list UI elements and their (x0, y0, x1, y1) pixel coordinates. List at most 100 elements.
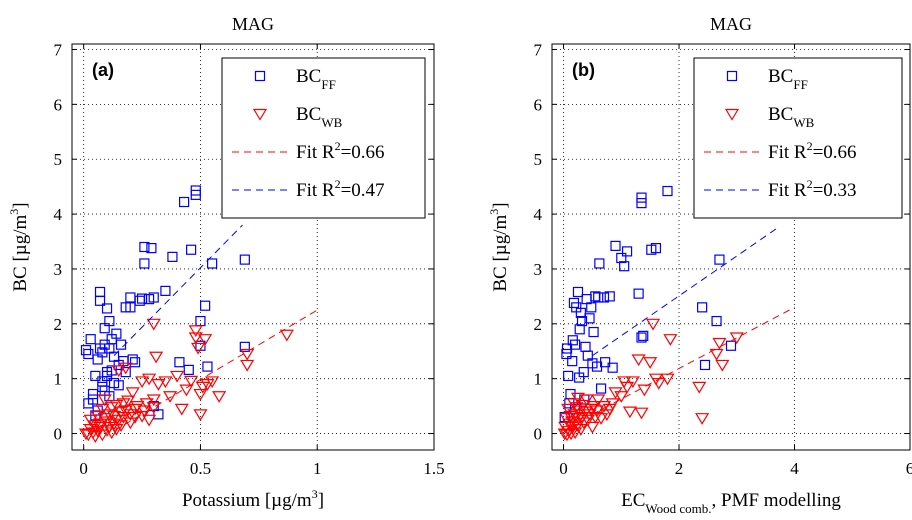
ff-point (139, 241, 150, 253)
series-bc-ff (80, 185, 250, 421)
legend-item: BCWB (724, 104, 815, 130)
ff-point (619, 261, 630, 272)
wb-point (637, 384, 652, 397)
ff-point (113, 380, 124, 391)
x-axis-label: ECWood comb., PMF modelling (621, 490, 841, 516)
fit-line-bc-wb (113, 309, 318, 432)
ff-point (586, 302, 597, 313)
ff-point (83, 348, 94, 360)
legend-label: BCWB (768, 104, 815, 130)
wb-point (188, 325, 203, 338)
ff-point (569, 339, 581, 350)
ff-point (94, 286, 106, 298)
wb-point (279, 329, 294, 342)
ff-point (610, 240, 621, 252)
ff-point (200, 300, 211, 311)
ff-point (574, 324, 585, 335)
wb-point (146, 402, 161, 414)
data-layer (78, 185, 318, 443)
y-tick-label: 3 (534, 260, 543, 279)
ff-point (136, 293, 148, 304)
ff-point (598, 292, 610, 303)
legend-item: BCFF (254, 66, 336, 92)
ff-point (146, 242, 157, 254)
ff-point (101, 303, 113, 314)
chart-title: MAG (710, 14, 752, 34)
wb-point (692, 381, 707, 394)
ff-point (636, 198, 647, 209)
data-layer (557, 185, 795, 442)
legend-label: BCWB (296, 104, 343, 130)
fit-line-bc-ff (592, 225, 781, 357)
y-tick-label: 4 (534, 205, 543, 224)
y-tick-label: 0 (54, 425, 63, 444)
ff-point (104, 315, 115, 327)
y-tick-label: 1 (534, 370, 543, 389)
wb-point (163, 391, 178, 403)
series-bc-wb (78, 318, 294, 443)
ff-point (179, 196, 190, 208)
ff-point (80, 345, 92, 356)
ff-point (699, 359, 711, 371)
legend-item: Fit R2=0.66 (704, 139, 857, 163)
legend-triangle-icon (724, 108, 740, 121)
ff-point (650, 242, 662, 254)
ff-point (575, 307, 586, 318)
ff-point (97, 347, 108, 358)
wb-point (146, 394, 161, 407)
ff-point (584, 313, 595, 324)
wb-point (142, 414, 157, 427)
wb-point (111, 365, 126, 378)
y-tick-label: 4 (54, 205, 63, 224)
ff-point (90, 370, 101, 382)
wb-point (198, 334, 213, 346)
wb-point (191, 342, 206, 355)
y-tick-label: 6 (534, 95, 543, 114)
wb-point (582, 409, 597, 422)
ff-point (129, 357, 141, 368)
wb-point (158, 376, 173, 389)
ff-point (239, 254, 250, 265)
ff-point (174, 357, 185, 368)
axes-frame (71, 43, 435, 451)
y-tick-label: 3 (54, 260, 63, 279)
ff-point (588, 326, 599, 338)
legend-label: Fit R2=0.47 (296, 177, 385, 201)
ff-point (561, 343, 573, 354)
ff-point (190, 185, 201, 196)
wb-point (188, 332, 203, 345)
y-tick-label: 5 (534, 150, 543, 169)
ff-point (127, 354, 138, 365)
ff-point (662, 185, 673, 197)
y-tick-label: 7 (534, 40, 543, 59)
x-tick-label: 1 (313, 459, 322, 478)
wb-point (579, 394, 594, 407)
wb-point (109, 424, 124, 436)
fit-line-bc-wb (592, 306, 795, 415)
wb-point (240, 348, 255, 361)
wb-point (570, 392, 586, 405)
x-tick-label: 4 (790, 459, 799, 478)
panel-label: (a) (92, 60, 114, 80)
y-tick-label: 5 (54, 150, 63, 169)
x-tick-label: 0.5 (190, 459, 211, 478)
ff-point (561, 348, 572, 360)
wb-point (151, 379, 166, 391)
ff-point (621, 246, 633, 257)
legend-label: BCFF (296, 66, 336, 92)
legend-label: Fit R2=0.66 (296, 139, 385, 163)
wb-point (695, 413, 710, 425)
ff-point (115, 339, 127, 350)
ff-point (578, 366, 589, 378)
ff-point (111, 328, 122, 339)
ff-point (85, 334, 96, 345)
ff-point (572, 286, 584, 298)
wb-point (709, 348, 724, 361)
y-axis-label: BC [µg/m3] (7, 202, 31, 291)
wb-point (135, 376, 150, 389)
ff-point (207, 258, 218, 269)
ff-point (567, 356, 578, 367)
y-axis-label: BC [µg/m3] (487, 202, 511, 291)
ff-point (239, 341, 250, 352)
wb-point (130, 401, 145, 413)
